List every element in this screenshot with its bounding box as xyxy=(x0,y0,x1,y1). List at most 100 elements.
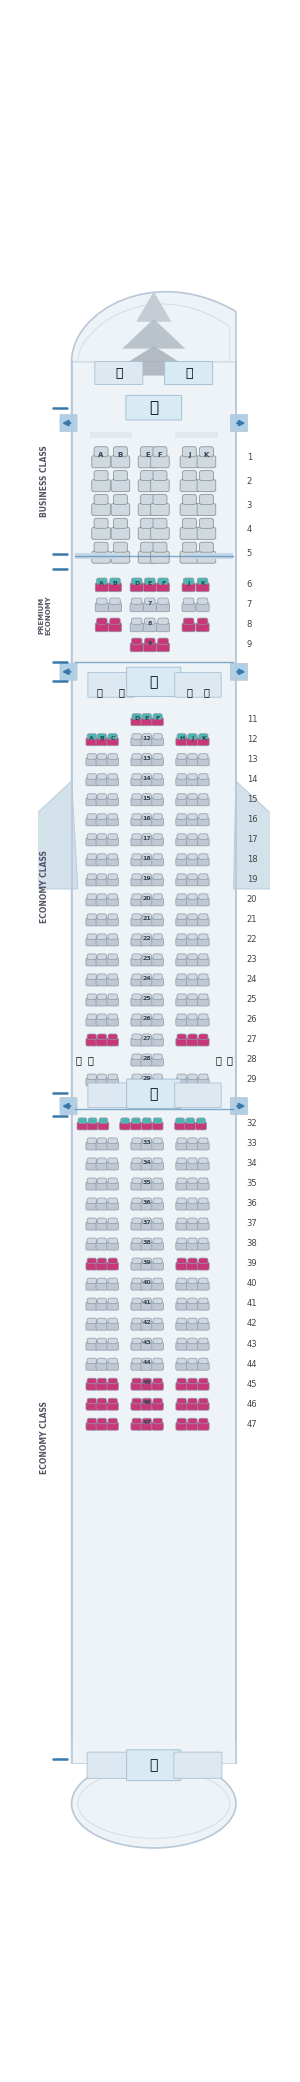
FancyBboxPatch shape xyxy=(188,874,197,879)
FancyBboxPatch shape xyxy=(176,1078,188,1087)
FancyBboxPatch shape xyxy=(131,598,142,604)
FancyBboxPatch shape xyxy=(110,579,120,585)
FancyBboxPatch shape xyxy=(199,914,208,920)
FancyBboxPatch shape xyxy=(182,518,197,529)
FancyBboxPatch shape xyxy=(87,1258,96,1264)
FancyBboxPatch shape xyxy=(188,1378,197,1385)
FancyBboxPatch shape xyxy=(131,579,142,585)
FancyBboxPatch shape xyxy=(141,937,153,945)
FancyBboxPatch shape xyxy=(108,1378,117,1385)
FancyBboxPatch shape xyxy=(177,733,186,739)
Text: 12: 12 xyxy=(142,735,151,741)
FancyBboxPatch shape xyxy=(152,1222,164,1230)
FancyBboxPatch shape xyxy=(180,479,199,491)
FancyBboxPatch shape xyxy=(142,775,152,779)
FancyBboxPatch shape xyxy=(176,1118,184,1124)
Text: 9: 9 xyxy=(247,641,252,650)
Text: H: H xyxy=(179,735,184,741)
Text: 🍹: 🍹 xyxy=(150,1087,158,1101)
Text: 1: 1 xyxy=(247,454,252,462)
Polygon shape xyxy=(123,319,185,348)
FancyBboxPatch shape xyxy=(86,1382,98,1391)
FancyBboxPatch shape xyxy=(87,1318,96,1324)
FancyBboxPatch shape xyxy=(152,1122,163,1131)
Text: 19: 19 xyxy=(142,877,151,881)
FancyBboxPatch shape xyxy=(108,583,122,591)
FancyBboxPatch shape xyxy=(153,1118,162,1124)
FancyBboxPatch shape xyxy=(127,666,181,697)
FancyBboxPatch shape xyxy=(131,1401,142,1410)
Text: 2: 2 xyxy=(247,477,252,485)
FancyBboxPatch shape xyxy=(120,1122,130,1131)
FancyBboxPatch shape xyxy=(108,1278,117,1285)
FancyBboxPatch shape xyxy=(199,1074,208,1081)
FancyBboxPatch shape xyxy=(142,1178,152,1183)
FancyBboxPatch shape xyxy=(200,493,213,504)
FancyBboxPatch shape xyxy=(153,1378,162,1385)
FancyBboxPatch shape xyxy=(96,1201,108,1210)
Text: 37: 37 xyxy=(142,1220,151,1224)
FancyBboxPatch shape xyxy=(107,997,118,1006)
FancyBboxPatch shape xyxy=(183,618,194,625)
FancyBboxPatch shape xyxy=(187,837,198,845)
Text: 44: 44 xyxy=(247,1360,257,1368)
FancyBboxPatch shape xyxy=(131,958,142,966)
FancyBboxPatch shape xyxy=(177,1258,186,1264)
FancyBboxPatch shape xyxy=(132,1318,141,1324)
Text: 29: 29 xyxy=(247,1076,257,1085)
FancyBboxPatch shape xyxy=(177,775,186,779)
FancyBboxPatch shape xyxy=(152,937,164,945)
FancyBboxPatch shape xyxy=(96,937,108,945)
Text: 🍹: 🍹 xyxy=(150,675,158,689)
FancyBboxPatch shape xyxy=(107,1222,118,1230)
FancyBboxPatch shape xyxy=(188,1258,197,1264)
FancyBboxPatch shape xyxy=(108,1197,117,1203)
FancyBboxPatch shape xyxy=(97,914,106,920)
Text: 34: 34 xyxy=(247,1160,257,1168)
FancyBboxPatch shape xyxy=(131,1343,142,1349)
FancyBboxPatch shape xyxy=(108,1158,117,1164)
FancyBboxPatch shape xyxy=(188,1139,197,1143)
FancyBboxPatch shape xyxy=(165,362,213,385)
FancyBboxPatch shape xyxy=(153,1278,162,1285)
FancyBboxPatch shape xyxy=(97,1318,106,1324)
Polygon shape xyxy=(137,291,171,321)
FancyBboxPatch shape xyxy=(121,1118,129,1124)
FancyBboxPatch shape xyxy=(107,1039,118,1045)
FancyBboxPatch shape xyxy=(152,1243,164,1249)
FancyBboxPatch shape xyxy=(138,456,157,468)
Text: 🍹: 🍹 xyxy=(149,400,158,414)
FancyBboxPatch shape xyxy=(142,1418,152,1424)
FancyBboxPatch shape xyxy=(108,1178,117,1183)
FancyBboxPatch shape xyxy=(107,1201,118,1210)
FancyBboxPatch shape xyxy=(132,935,141,939)
FancyBboxPatch shape xyxy=(177,793,186,799)
FancyBboxPatch shape xyxy=(177,1399,186,1403)
FancyBboxPatch shape xyxy=(96,1039,108,1045)
FancyBboxPatch shape xyxy=(153,1218,162,1224)
Text: PREMIUM
ECONOMY: PREMIUM ECONOMY xyxy=(38,595,51,635)
FancyBboxPatch shape xyxy=(141,1422,153,1430)
FancyBboxPatch shape xyxy=(130,623,143,631)
FancyBboxPatch shape xyxy=(108,1139,117,1143)
FancyBboxPatch shape xyxy=(132,893,141,899)
FancyBboxPatch shape xyxy=(86,1162,98,1170)
FancyBboxPatch shape xyxy=(187,879,198,885)
FancyBboxPatch shape xyxy=(141,818,153,827)
FancyBboxPatch shape xyxy=(152,979,164,987)
Text: D: D xyxy=(134,716,139,720)
FancyBboxPatch shape xyxy=(199,1278,208,1285)
FancyBboxPatch shape xyxy=(141,718,153,727)
FancyBboxPatch shape xyxy=(86,1201,98,1210)
FancyBboxPatch shape xyxy=(97,893,106,899)
FancyBboxPatch shape xyxy=(142,974,152,979)
FancyBboxPatch shape xyxy=(87,793,96,799)
FancyBboxPatch shape xyxy=(151,456,169,468)
FancyBboxPatch shape xyxy=(176,1243,188,1249)
FancyBboxPatch shape xyxy=(177,1239,186,1243)
FancyBboxPatch shape xyxy=(97,1399,106,1403)
Text: 44: 44 xyxy=(142,1360,151,1366)
FancyBboxPatch shape xyxy=(141,1183,153,1191)
FancyBboxPatch shape xyxy=(132,733,141,739)
FancyBboxPatch shape xyxy=(108,1297,117,1303)
